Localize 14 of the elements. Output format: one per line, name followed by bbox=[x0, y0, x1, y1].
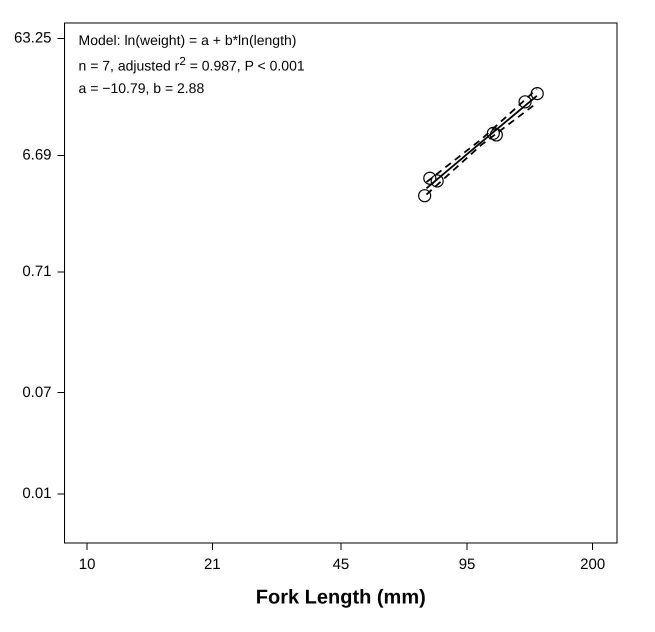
x-tick-label: 95 bbox=[458, 556, 476, 574]
x-tick-label: 200 bbox=[580, 556, 606, 574]
annotation: a = −10.79, b = 2.88 bbox=[78, 78, 206, 98]
x-tick-label: 45 bbox=[332, 556, 350, 574]
x-tick-label: 10 bbox=[78, 556, 96, 574]
annotation: n = 7, adjusted r$^{2}$ = 0.987, P < 0.001 bbox=[78, 54, 305, 76]
y-tick-label: 0.71 bbox=[22, 263, 52, 280]
y-tick-label: 63.25 bbox=[14, 30, 52, 47]
y-tick-label: 6.69 bbox=[22, 146, 52, 164]
x-axis-title: Fork Length (mm) bbox=[256, 586, 426, 609]
y-tick-label: 0.01 bbox=[22, 485, 52, 502]
x-tick-label: 21 bbox=[204, 556, 221, 574]
annotation: Model: ln(weight) = a + b*ln(length) bbox=[78, 31, 298, 50]
y-tick-label: 0.07 bbox=[22, 384, 52, 401]
